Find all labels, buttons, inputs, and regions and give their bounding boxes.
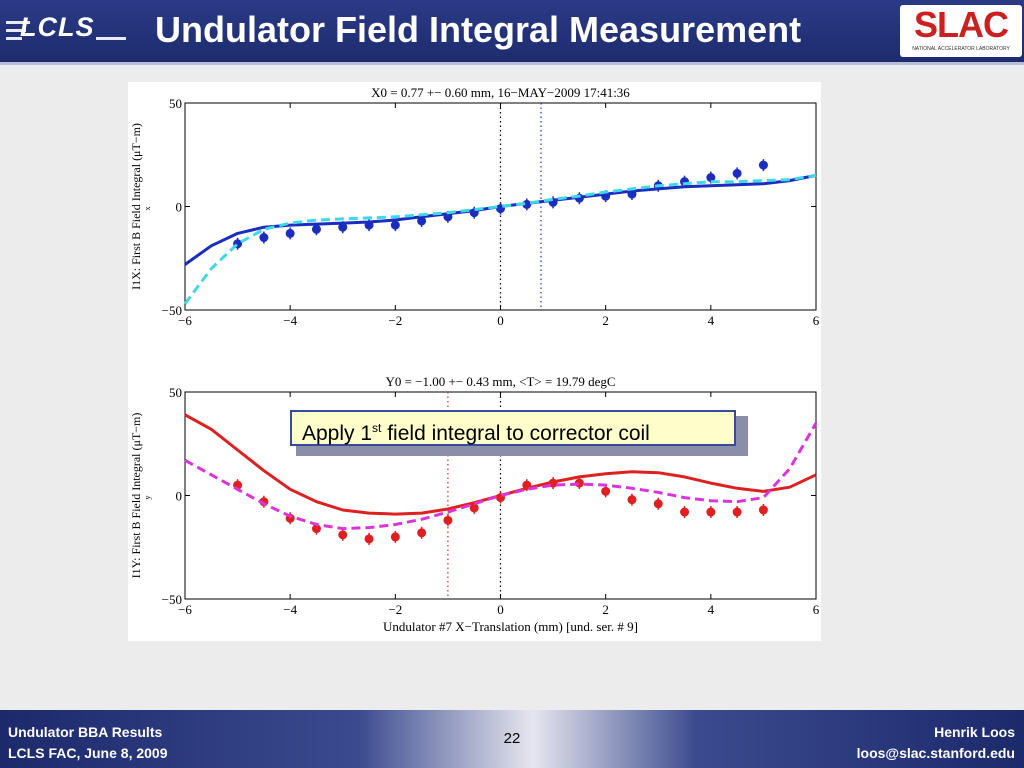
- data-point: [311, 524, 321, 534]
- slide-title: Undulator Field Integral Measurement: [155, 9, 802, 50]
- solid-fit-line: [184, 173, 817, 266]
- data-point: [732, 507, 742, 517]
- y-tick-label: 50: [169, 385, 182, 400]
- dashed-fit-line: [184, 422, 818, 531]
- logo-stripe: [96, 37, 126, 40]
- data-point: [364, 534, 374, 544]
- y-axis-label-subscript: x: [143, 207, 152, 211]
- y-tick-label: 0: [176, 489, 183, 504]
- y-axis-label-subscript: y: [143, 496, 152, 500]
- data-point: [732, 168, 742, 178]
- chart-title: Y0 = −1.00 +− 0.43 mm, <T> = 19.79 degC: [385, 374, 615, 389]
- x-tick-label: 6: [813, 602, 820, 617]
- footer-event: LCLS FAC, June 8, 2009: [8, 745, 168, 761]
- y-tick-label: −50: [162, 303, 182, 318]
- data-point: [653, 499, 663, 509]
- lcls-logo-text: LCLS: [20, 12, 95, 42]
- x-tick-label: −6: [178, 602, 192, 617]
- page-number: 22: [503, 730, 521, 747]
- data-point: [338, 222, 348, 232]
- x-tick-label: −2: [388, 602, 402, 617]
- callout-superscript: st: [372, 421, 382, 435]
- y-tick-label: 0: [176, 200, 183, 215]
- data-point: [443, 515, 453, 525]
- chart-title: X0 = 0.77 +− 0.60 mm, 16−MAY−2009 17:41:…: [371, 85, 630, 100]
- footer-author: Henrik Loos: [934, 724, 1015, 740]
- x-tick-label: 2: [602, 313, 609, 328]
- slide-header: LCLS Undulator Field Integral Measuremen…: [0, 0, 1024, 62]
- data-point: [469, 503, 479, 513]
- x-tick-label: −6: [178, 313, 192, 328]
- footer-left: Undulator BBA Results LCLS FAC, June 8, …: [8, 722, 168, 764]
- data-point: [390, 220, 400, 230]
- y-tick-label: 50: [169, 96, 182, 111]
- y-tick-label: −50: [162, 592, 182, 607]
- data-point: [390, 532, 400, 542]
- data-point: [680, 507, 690, 517]
- slac-logo-subtext: NATIONAL ACCELERATOR LABORATORY: [912, 46, 1010, 52]
- x-tick-label: 4: [708, 313, 715, 328]
- logo-stripe: [6, 37, 22, 40]
- x-tick-label: 0: [497, 602, 504, 617]
- data-point: [417, 216, 427, 226]
- footer-right: Henrik Loos loos@slac.stanford.edu: [857, 722, 1015, 764]
- solid-fit-line: [184, 413, 817, 516]
- chart-svg: X0 = 0.77 +− 0.60 mm, 16−MAY−2009 17:41:…: [129, 85, 820, 634]
- x-tick-label: −4: [283, 313, 297, 328]
- data-point: [706, 507, 716, 517]
- x-axis-label: Undulator #7 X−Translation (mm) [und. se…: [383, 619, 638, 634]
- data-point: [259, 233, 269, 243]
- callout-text-end: field integral to corrector coil: [381, 422, 650, 445]
- data-point: [311, 224, 321, 234]
- data-point: [417, 528, 427, 538]
- data-point: [601, 486, 611, 496]
- data-point: [758, 505, 768, 515]
- y-axis-label: I1X: First B Field Integral (μT−m): [129, 123, 143, 290]
- callout-text-start: Apply 1: [302, 422, 373, 445]
- callout-box: Apply 1st field integral to corrector co…: [290, 410, 736, 446]
- x-tick-label: 6: [813, 313, 820, 328]
- data-point: [706, 173, 716, 183]
- data-point: [627, 495, 637, 505]
- slac-logo: SLAC NATIONAL ACCELERATOR LABORATORY: [900, 4, 1022, 57]
- logo-stripe: [6, 21, 30, 24]
- header-divider: [0, 62, 1024, 65]
- x-tick-label: −4: [283, 602, 297, 617]
- x-tick-label: 4: [708, 602, 715, 617]
- x-tick-label: 0: [497, 313, 504, 328]
- lcls-logo: LCLS: [6, 8, 130, 50]
- dashed-fit-line: [183, 173, 817, 305]
- slac-logo-text: SLAC: [914, 4, 1009, 45]
- footer-presentation-title: Undulator BBA Results: [8, 724, 163, 740]
- x-tick-label: −2: [388, 313, 402, 328]
- footer-email: loos@slac.stanford.edu: [856, 745, 1015, 761]
- data-point: [285, 228, 295, 238]
- logo-stripe: [6, 29, 26, 32]
- data-point: [338, 530, 348, 540]
- data-point: [758, 160, 768, 170]
- slide-footer: Undulator BBA Results LCLS FAC, June 8, …: [0, 710, 1024, 768]
- x-tick-label: 2: [602, 602, 609, 617]
- y-axis-label: I1Y: First B Field Integral (μT−m): [129, 413, 143, 579]
- field-integral-figure: X0 = 0.77 +− 0.60 mm, 16−MAY−2009 17:41:…: [128, 82, 821, 641]
